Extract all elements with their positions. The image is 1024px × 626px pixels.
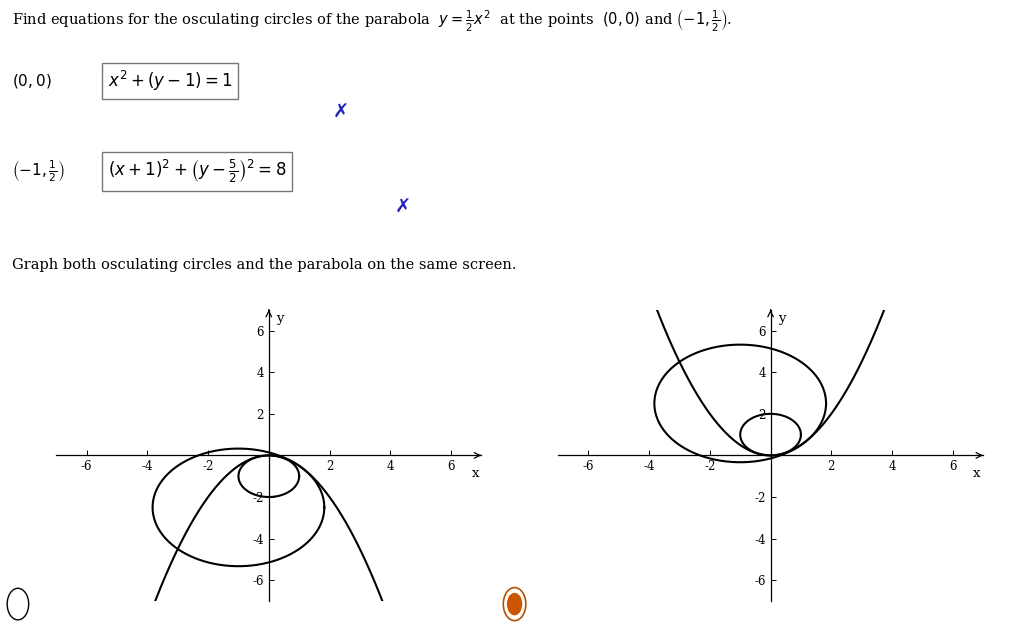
Text: $(x + 1)^2 + \left(y - \frac{5}{2}\right)^2 = 8$: $(x + 1)^2 + \left(y - \frac{5}{2}\right… [108, 158, 286, 185]
Text: x: x [471, 467, 479, 480]
Text: ✗: ✗ [394, 198, 411, 217]
Text: y: y [778, 312, 785, 325]
Text: $(0, 0)$: $(0, 0)$ [12, 72, 52, 90]
Text: x: x [973, 467, 981, 480]
Text: ✗: ✗ [333, 103, 349, 122]
Text: $x^2 + (y - 1) = 1$: $x^2 + (y - 1) = 1$ [108, 69, 232, 93]
Text: Graph both osculating circles and the parabola on the same screen.: Graph both osculating circles and the pa… [12, 259, 517, 272]
Text: Find equations for the osculating circles of the parabola  $y = \frac{1}{2}x^2$ : Find equations for the osculating circle… [12, 8, 732, 34]
Text: y: y [276, 312, 284, 325]
Text: $\left(-1, \frac{1}{2}\right)$: $\left(-1, \frac{1}{2}\right)$ [12, 158, 66, 184]
Circle shape [507, 593, 522, 615]
